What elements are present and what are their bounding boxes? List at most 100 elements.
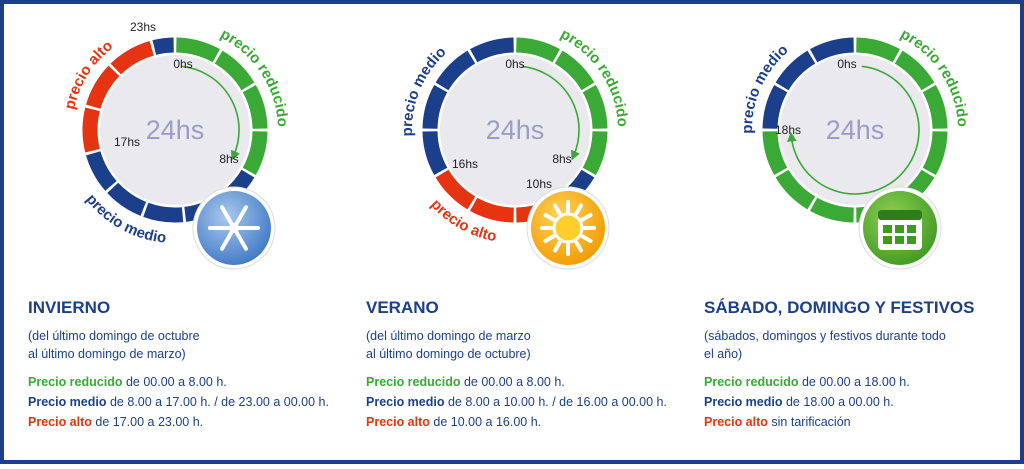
- hour-label: 16hs: [452, 157, 478, 171]
- ring-segment: [775, 169, 816, 210]
- rate-label: Precio reducido: [366, 375, 461, 389]
- rate-line: Precio alto de 17.00 a 23.00 h.: [28, 415, 203, 429]
- clock-face: [780, 55, 930, 205]
- ring-segment: [922, 85, 948, 130]
- hour-label: 23hs: [130, 20, 156, 34]
- season-icon: [858, 186, 942, 270]
- snow-core: [229, 223, 239, 233]
- calendar-head: [878, 210, 922, 220]
- calendar-cell: [895, 225, 904, 233]
- calendar-cell: [895, 236, 904, 244]
- panel-subtitle: el año): [704, 347, 742, 361]
- ring-segment: [922, 130, 948, 175]
- rate-label: Precio medio: [366, 395, 445, 409]
- ring-segment: [435, 50, 476, 91]
- clock-arrow: [181, 65, 240, 161]
- ring-segment: [107, 182, 147, 216]
- panel-title: VERANO: [366, 298, 439, 317]
- rate-line: Precio alto de 10.00 a 16.00 h.: [366, 415, 541, 429]
- sun-ray: [574, 240, 583, 253]
- clock-face: [100, 55, 250, 205]
- clock-center-label: 24hs: [486, 115, 545, 145]
- rate-line: Precio alto sin tarificación: [704, 415, 851, 429]
- ring-segment: [582, 85, 608, 130]
- hour-label: 18hs: [775, 123, 801, 137]
- sun-ray: [543, 234, 556, 243]
- ring-segment: [175, 37, 220, 63]
- calendar-cell: [883, 225, 892, 233]
- ring-segment: [582, 130, 608, 175]
- panel-title: INVIERNO: [28, 298, 110, 317]
- hour-label: 10hs: [526, 177, 552, 191]
- rate-label: Precio alto: [28, 415, 92, 429]
- rate-text: de 10.00 a 16.00 h.: [433, 415, 541, 429]
- rate-text: de 18.00 a 00.00 h.: [786, 395, 894, 409]
- clock-face: [440, 55, 590, 205]
- rate-line: Precio medio de 8.00 a 10.00 h. / de 16.…: [366, 395, 667, 409]
- rate-line: Precio medio de 18.00 a 00.00 h.: [704, 395, 894, 409]
- hour-label: 0hs: [837, 57, 856, 71]
- sun-ray: [553, 240, 562, 253]
- ring-segment: [242, 130, 268, 175]
- ring-segment: [554, 50, 595, 91]
- rate-label: Precio reducido: [28, 375, 123, 389]
- ring-segment: [435, 169, 476, 210]
- season-icon: [526, 186, 610, 270]
- rate-line: Precio reducido de 00.00 a 8.00 h.: [28, 375, 227, 389]
- hour-label: 0hs: [505, 57, 524, 71]
- ring-segment: [810, 37, 855, 63]
- rate-label: Precio alto: [704, 415, 768, 429]
- rate-text: de 17.00 a 23.00 h.: [95, 415, 203, 429]
- ring-segment: [810, 197, 855, 223]
- rate-line: Precio reducido de 00.00 a 18.00 h.: [704, 375, 910, 389]
- hour-label: 17hs: [114, 135, 140, 149]
- ring-segment: [470, 37, 515, 63]
- sun-core: [552, 212, 584, 244]
- ring-segment: [762, 85, 788, 130]
- rate-line: Precio medio de 8.00 a 17.00 h. / de 23.…: [28, 395, 329, 409]
- sun-ray: [553, 203, 562, 216]
- panel-subtitle: al último domingo de marzo): [28, 347, 186, 361]
- ring-segment: [894, 50, 935, 91]
- rate-label: Precio medio: [28, 395, 107, 409]
- panel-subtitle: (sábados, domingos y festivos durante to…: [704, 329, 946, 343]
- panel-subtitle: (del último domingo de marzo: [366, 329, 531, 343]
- ring-segment: [82, 107, 100, 153]
- rate-label: Precio alto: [366, 415, 430, 429]
- ring-segment: [110, 41, 155, 75]
- rate-text: de 00.00 a 8.00 h.: [126, 375, 227, 389]
- hour-label: 8hs: [219, 152, 238, 166]
- rate-label: Precio reducido: [704, 375, 799, 389]
- sun-ray: [574, 203, 583, 216]
- ring-segment: [214, 50, 255, 91]
- ring-segment: [515, 37, 560, 63]
- ring-segment: [422, 130, 448, 175]
- ring-segment: [855, 37, 900, 63]
- rate-text: de 00.00 a 18.00 h.: [802, 375, 910, 389]
- ring-segment: [762, 130, 788, 175]
- rate-label: Precio medio: [704, 395, 783, 409]
- calendar-cell: [907, 225, 916, 233]
- ring-segment: [86, 150, 117, 191]
- panel-title: SÁBADO, DOMINGO Y FESTIVOS: [704, 298, 974, 317]
- ring-segment: [143, 202, 184, 223]
- sun-ray: [543, 213, 556, 222]
- clock-arrow: [521, 65, 580, 161]
- clock-arrow: [787, 65, 920, 195]
- hour-label: 8hs: [552, 152, 571, 166]
- ring-segment: [86, 65, 120, 110]
- rate-text: de 8.00 a 17.00 h. / de 23.00 a 00.00 h.: [110, 395, 329, 409]
- calendar-cell: [907, 236, 916, 244]
- sun-ray: [580, 213, 593, 222]
- calendar-cell: [883, 236, 892, 244]
- ring-segment: [152, 37, 174, 55]
- rate-line: Precio reducido de 00.00 a 8.00 h.: [366, 375, 565, 389]
- season-icon: [192, 186, 276, 270]
- clock-center-label: 24hs: [826, 115, 885, 145]
- rate-text: de 00.00 a 8.00 h.: [464, 375, 565, 389]
- clock-center-label: 24hs: [146, 115, 205, 145]
- ring-segment: [422, 85, 448, 130]
- rate-text: sin tarificación: [771, 415, 850, 429]
